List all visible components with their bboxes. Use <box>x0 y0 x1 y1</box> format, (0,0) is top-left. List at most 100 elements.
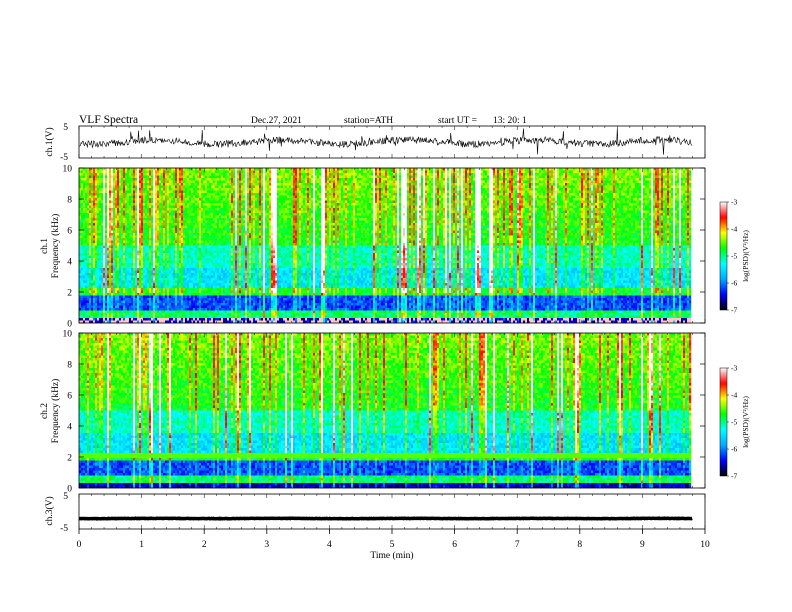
spectrogram-cell <box>85 176 87 179</box>
spectrogram-cell <box>141 288 143 291</box>
spectrogram-cell <box>121 258 123 261</box>
spectrogram-cell <box>129 246 131 249</box>
spectrogram-cell <box>219 276 221 279</box>
spectrogram-cell <box>93 206 95 209</box>
spectrogram-cell <box>197 253 199 256</box>
spectrogram-cell <box>169 248 171 251</box>
spectrogram-cell <box>123 268 125 271</box>
spectrogram-cell <box>89 311 91 314</box>
spectrogram-cell <box>95 196 97 199</box>
spectrogram-cell <box>123 303 125 306</box>
spectrogram-cell <box>87 281 89 284</box>
spectrogram-cell <box>85 258 87 261</box>
spectrogram-cell <box>205 246 207 249</box>
spectrogram-cell <box>81 233 83 236</box>
spectrogram-cell <box>147 168 149 171</box>
spectrogram-cell <box>225 198 227 201</box>
spectrogram-cell <box>233 233 235 236</box>
spectrogram-cell <box>209 168 211 171</box>
spectrogram-cell <box>191 218 193 221</box>
spectrogram-cell <box>179 316 181 319</box>
spectrogram-cell <box>219 261 221 264</box>
spectrogram-cell <box>221 223 223 226</box>
spectrogram-cell <box>107 178 109 181</box>
spectrogram-cell <box>177 298 179 301</box>
spectrogram-cell <box>193 173 195 176</box>
spectrogram-cell <box>87 206 89 209</box>
spectrogram-cell <box>211 251 213 254</box>
spectrogram-cell <box>191 311 193 314</box>
spectrogram-cell <box>227 258 229 261</box>
spectrogram-cell <box>207 273 209 276</box>
spectrogram-cell <box>197 233 199 236</box>
spectrogram-cell <box>195 221 197 224</box>
spectrogram-cell <box>187 311 189 314</box>
spectrogram-cell <box>159 221 161 224</box>
spectrogram-cell <box>143 273 145 276</box>
spectrogram-cell <box>135 293 137 296</box>
spectrogram-cell <box>101 256 103 259</box>
spectrogram-cell <box>141 238 143 241</box>
spectrogram-cell <box>187 216 189 219</box>
spectrogram-cell <box>211 211 213 214</box>
spectrogram-cell <box>173 253 175 256</box>
spectrogram-cell <box>227 206 229 209</box>
spectrogram-cell <box>209 223 211 226</box>
spectrogram-cell <box>115 208 117 211</box>
spectrogram-cell <box>225 248 227 251</box>
spectrogram-cell <box>133 238 135 241</box>
spectrogram-cell <box>165 206 167 209</box>
spectrogram-cell <box>187 236 189 239</box>
spectrogram-cell <box>89 273 91 276</box>
spectrogram-cell <box>81 171 83 174</box>
spectrogram-cell <box>231 213 233 216</box>
spectrogram-cell <box>199 206 201 209</box>
spectrogram-cell <box>203 288 205 291</box>
spectrogram-cell <box>139 251 141 254</box>
spectrogram-cell <box>233 301 235 304</box>
spectrogram-cell <box>81 256 83 259</box>
spectrogram-cell <box>97 211 99 214</box>
spectrogram-cell <box>195 208 197 211</box>
spectrogram-cell <box>201 311 203 314</box>
spectrogram-cell <box>231 233 233 236</box>
spectrogram-cell <box>109 281 111 284</box>
spectrogram-cell <box>239 181 241 184</box>
spectrogram-cell <box>167 253 169 256</box>
spectrogram-cell <box>97 218 99 221</box>
spectrogram-cell <box>99 261 101 264</box>
spectrogram-cell <box>97 243 99 246</box>
spectrogram-cell <box>137 281 139 284</box>
spectrogram-cell <box>227 268 229 271</box>
spectrogram-cell <box>233 241 235 244</box>
spectrogram-cell <box>117 186 119 189</box>
spectrogram-cell <box>217 291 219 294</box>
spectrogram-cell <box>237 301 239 304</box>
spectrogram-cell <box>195 191 197 194</box>
spectrogram-cell <box>205 318 207 321</box>
spectrogram-cell <box>207 301 209 304</box>
spectrogram-cell <box>139 268 141 271</box>
spectrogram-cell <box>205 266 207 269</box>
spectrogram-cell <box>207 203 209 206</box>
spectrogram-cell <box>151 193 153 196</box>
spectrogram-cell <box>133 228 135 231</box>
spectrogram-cell <box>187 258 189 261</box>
spectrogram-cell <box>109 266 111 269</box>
spectrogram-cell <box>213 281 215 284</box>
spectrogram-cell <box>191 308 193 311</box>
spectrogram-cell <box>207 253 209 256</box>
spectrogram-cell <box>107 281 109 284</box>
spectrogram-cell <box>177 278 179 281</box>
spectrogram-cell <box>223 226 225 229</box>
figure-title: VLF Spectra <box>79 114 138 126</box>
spectrogram-cell <box>201 258 203 261</box>
spectrogram-cell <box>163 263 165 266</box>
spectrogram-cell <box>175 253 177 256</box>
spectrogram-cell <box>113 306 115 309</box>
spectrogram-cell <box>229 313 231 316</box>
spectrogram-cell <box>229 316 231 319</box>
spectrogram-cell <box>99 226 101 229</box>
spectrogram-cell <box>111 318 113 321</box>
spectrogram-cell <box>85 288 87 291</box>
